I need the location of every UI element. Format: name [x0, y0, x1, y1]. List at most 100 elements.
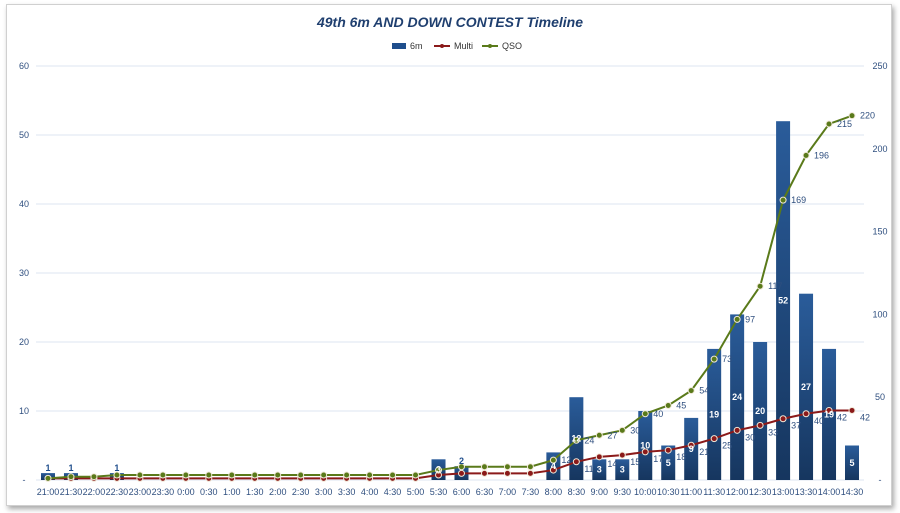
point-label-QSO: 73: [722, 354, 732, 364]
point-QSO: [297, 471, 305, 479]
point-label-Multi: 37: [791, 421, 801, 431]
x-tick: 6:00: [453, 487, 471, 497]
bar-label: 12: [571, 434, 581, 444]
point-QSO: [825, 120, 833, 128]
y-left-tick: 60: [19, 61, 29, 71]
x-tick: 21:00: [37, 487, 60, 497]
bar-label: 2: [459, 456, 464, 466]
point-QSO: [366, 471, 374, 479]
y-right-tick: 200: [872, 144, 887, 154]
point-QSO: [595, 431, 603, 439]
legend-marker: [440, 44, 444, 48]
x-tick: 10:30: [657, 487, 680, 497]
bar-label: 1: [114, 463, 119, 473]
point-label-Multi: 14: [607, 459, 617, 469]
point-QSO: [710, 355, 718, 363]
bar-label: 24: [732, 392, 742, 402]
x-tick: 23:30: [152, 487, 175, 497]
point-Multi: [572, 458, 580, 466]
x-tick: 5:00: [407, 487, 425, 497]
bar-label: 20: [755, 406, 765, 416]
bar-label: 5: [849, 458, 854, 468]
point-QSO: [480, 463, 488, 471]
point-QSO: [503, 463, 511, 471]
x-tick: 1:30: [246, 487, 264, 497]
point-label-QSO: 12: [561, 455, 571, 465]
x-tick: 8:30: [568, 487, 586, 497]
bar-6m: [730, 314, 745, 480]
point-label-Multi: 21: [699, 447, 709, 457]
y-right-tick: 50: [875, 392, 885, 402]
bar-6m: [546, 452, 561, 480]
point-label-Multi: 33: [768, 427, 778, 437]
legend-label-QSO: QSO: [502, 41, 522, 51]
bar-label: 19: [824, 409, 834, 419]
point-Multi: [779, 415, 787, 423]
point-QSO: [136, 471, 144, 479]
x-tick: 11:30: [703, 487, 725, 497]
legend-marker: [488, 44, 492, 48]
point-QSO: [572, 436, 580, 444]
line-Multi: [48, 409, 852, 480]
x-tick: 6:30: [476, 487, 494, 497]
y-right-tick: 250: [872, 61, 887, 71]
x-tick: 23:00: [129, 487, 152, 497]
x-tick: 21:30: [60, 487, 83, 497]
point-Multi: [733, 426, 741, 434]
legend-swatch-6m: [392, 43, 406, 49]
point-QSO: [457, 463, 465, 471]
point-QSO: [251, 471, 259, 479]
bar-label: 1: [68, 463, 73, 473]
point-QSO: [687, 387, 695, 395]
x-tick: 12:00: [726, 487, 749, 497]
x-tick: 3:30: [338, 487, 356, 497]
point-label-QSO: 45: [676, 400, 686, 410]
point-QSO: [205, 471, 213, 479]
bar-label: 9: [689, 444, 694, 454]
point-QSO: [435, 466, 443, 474]
x-tick: 12:30: [749, 487, 772, 497]
legend: 6m Multi QSO: [392, 41, 522, 51]
bar-6m: [753, 342, 768, 480]
point-Multi: [848, 406, 856, 414]
y-left-tick: 30: [19, 268, 29, 278]
bar-label: 27: [801, 382, 811, 392]
x-tick: 4:30: [384, 487, 402, 497]
y-left-tick: -: [23, 475, 26, 485]
point-QSO: [412, 471, 420, 479]
bar-6m: [845, 445, 859, 480]
x-tick: 14:00: [818, 487, 841, 497]
point-label-Multi: 25: [722, 441, 732, 451]
bar-6m: [799, 293, 814, 480]
point-Multi: [526, 469, 534, 477]
point-Multi: [756, 421, 764, 429]
point-QSO: [641, 410, 649, 418]
point-QSO: [802, 151, 810, 159]
bar-label: 3: [597, 465, 602, 475]
x-tick: 8:00: [545, 487, 563, 497]
point-Multi: [595, 453, 603, 461]
point-label-QSO: 215: [837, 119, 852, 129]
y-right-tick: 100: [872, 309, 887, 319]
point-Multi: [687, 441, 695, 449]
legend-label-6m: 6m: [410, 41, 423, 51]
point-label-Multi: 15: [630, 457, 640, 467]
point-QSO: [664, 401, 672, 409]
x-tick: 0:00: [177, 487, 195, 497]
x-tick: 2:00: [269, 487, 287, 497]
point-label-QSO: 54: [699, 386, 709, 396]
point-QSO: [549, 456, 557, 464]
legend-label-Multi: Multi: [454, 41, 473, 51]
bar-label: 3: [436, 465, 441, 475]
point-QSO: [733, 315, 741, 323]
point-label-Multi: 42: [837, 412, 847, 422]
chart-title: 49th 6m AND DOWN CONTEST Timeline: [316, 14, 583, 30]
x-tick: 7:00: [499, 487, 517, 497]
point-label-Multi: 17: [653, 454, 663, 464]
point-Multi: [503, 469, 511, 477]
x-tick: 4:00: [361, 487, 379, 497]
point-QSO: [320, 471, 328, 479]
bar-label: 5: [666, 458, 671, 468]
point-QSO: [159, 471, 167, 479]
bar-label: 4: [551, 461, 556, 471]
